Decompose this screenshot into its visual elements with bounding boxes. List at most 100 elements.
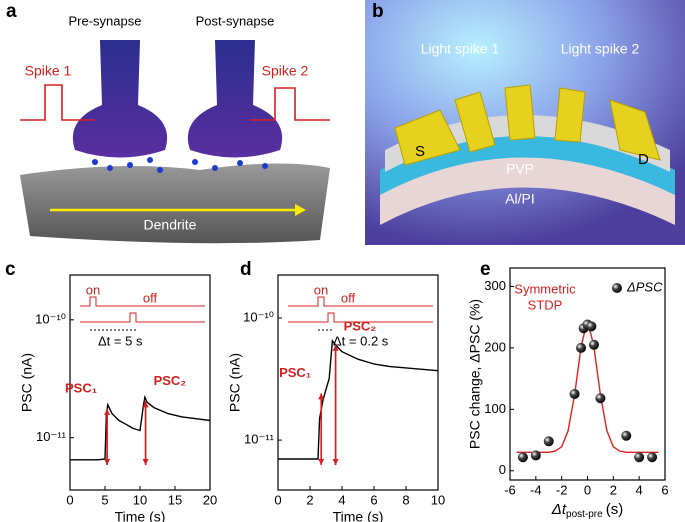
x-tick-label: 0 [584,482,591,497]
x-label-main: Δt [551,501,567,518]
x-tick-label: 8 [402,492,409,507]
label: Post-synapse [196,13,275,28]
x-tick-label: 5 [101,492,108,507]
data-line [278,338,439,460]
x-tick-label: -6 [504,482,516,497]
x-label-sub: post-pre [566,509,603,520]
x-tick-label: 2 [610,482,617,497]
panel-letter: b [372,1,384,22]
inset-label: Δt = 0.2 s [333,333,389,348]
y-tick-label: 300 [484,278,506,293]
inset-label: on [86,282,100,297]
y-tick-label: 10⁻¹¹ [244,432,275,447]
y-axis-label: PSC (nA) [19,353,35,412]
label: S [415,143,425,160]
annotation: STDP [528,297,563,312]
substrate [380,150,675,225]
point [586,321,597,332]
x-tick-label: -4 [530,482,542,497]
x-tick-label: 20 [203,492,217,507]
point [621,430,632,441]
label: Light spike 1 [421,41,500,57]
label: PVP [506,161,534,177]
panel-letter: e [480,259,491,280]
annotation: PSC₁ [65,380,97,395]
channel [385,115,670,172]
vesicles [92,157,268,173]
arrow-head [142,401,149,408]
point [588,339,599,350]
panel-letter: c [5,259,16,280]
y-tick-label: 200 [484,339,506,354]
annotation: PSC₁ [279,365,311,380]
x-tick-label: 0 [274,492,281,507]
post-neuron [187,40,283,158]
label: D [638,151,649,168]
electrodes [394,84,661,166]
dendrite-shape [20,163,330,244]
panel-letter: d [240,259,252,280]
arrow-head [295,204,306,216]
label: Al/PI [505,191,535,207]
panel-b: b Light spike 1 Light spike 2 S D PVP Al… [365,0,685,245]
x-tick-label: 10 [133,492,147,507]
panel-a: a Pre-synapse Post-synapse Spike 1 Spike… [6,1,330,244]
y-tick-label: 0 [499,462,506,477]
x-tick-label: -2 [556,482,568,497]
y-tick-label: 10⁻¹¹ [36,429,67,444]
x-tick-label: 6 [661,482,668,497]
panel-letter: a [6,1,17,22]
label: Spike 2 [262,63,309,79]
annotation: Symmetric [514,281,576,296]
x-tick-label: 2 [306,492,313,507]
y-tick-label: 100 [484,401,506,416]
arrow-head [104,408,111,415]
point [595,393,606,404]
x-tick-label: 0 [66,492,73,507]
x-tick-label: 4 [636,482,643,497]
x-tick-label: 15 [168,492,182,507]
label: Dendrite [144,217,197,233]
annotation: PSC₂ [344,318,377,333]
x-label-unit: (s) [606,501,624,518]
y-axis-label: PSC change, ΔPSC (%) [467,299,483,449]
pulse-train [80,296,205,307]
point [543,436,554,447]
pulse-train [288,312,433,323]
legend-marker [612,283,622,293]
y-tick-label: 10⁻¹⁰ [243,309,274,324]
inset-label: on [314,282,328,297]
pulse-train [288,296,433,307]
point [634,452,645,463]
point [530,450,541,461]
point [647,452,658,463]
legend-label: ΔPSC [626,279,663,294]
label: Pre-synapse [69,13,142,28]
inset-label: off [341,290,356,305]
x-axis-label: Time (s) [115,509,166,522]
inset-label: Δt = 5 s [98,333,143,348]
data-line [70,394,211,461]
x-axis-label: Δtpost-pre (s) [551,501,623,520]
x-tick-label: 10 [431,492,445,507]
y-tick-label: 10⁻¹⁰ [35,311,66,326]
arrow-head [332,344,339,351]
x-axis-label: Time (s) [333,509,384,522]
label: Light spike 2 [561,41,640,57]
point [569,388,580,399]
point [576,342,587,353]
pulse-train [80,312,205,323]
y-axis-label: PSC (nA) [227,353,243,412]
inset-label: off [143,290,158,305]
arrow-head [318,393,325,400]
point [517,452,528,463]
data-line [516,324,659,453]
pre-neuron [72,40,168,158]
label: Spike 1 [25,63,72,79]
plot-frame [277,274,439,491]
x-tick-label: 4 [338,492,345,507]
annotation: PSC₂ [154,373,187,388]
spike [250,87,330,121]
x-tick-label: 6 [370,492,377,507]
